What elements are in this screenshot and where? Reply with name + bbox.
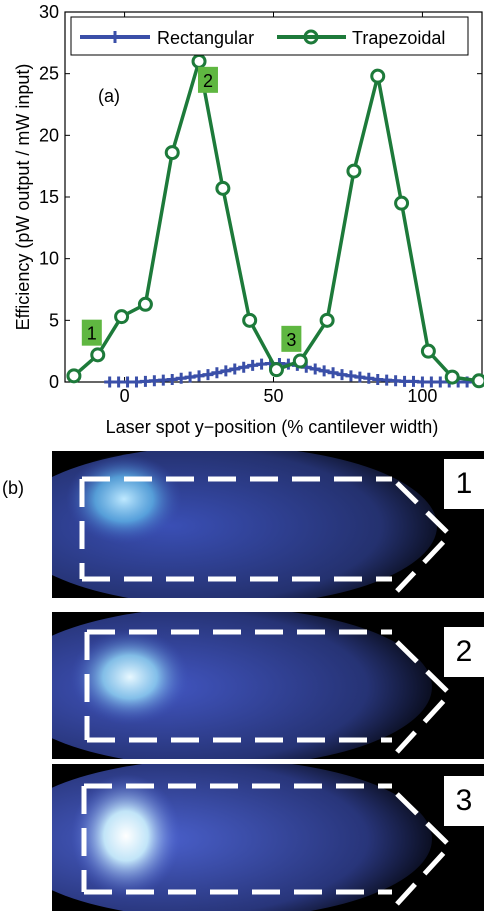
data-point-trapezoidal — [319, 312, 335, 328]
cantilever-outline — [84, 629, 454, 754]
data-point-rectangular — [202, 369, 214, 381]
legend-label-trapezoidal: Trapezoidal — [352, 28, 445, 48]
annotation-layer: 1 2 3 — [81, 66, 302, 352]
data-point-trapezoidal — [444, 369, 460, 385]
data-point-rectangular — [238, 361, 250, 373]
cantilever-image-1 — [52, 451, 454, 598]
legend: Rectangular Trapezoidal — [70, 16, 469, 56]
panel-number-2: 2 — [444, 627, 484, 677]
annotation-label-2: 2 — [203, 71, 213, 91]
cantilever-outline — [81, 783, 454, 906]
annotation-label-1: 1 — [87, 324, 97, 344]
data-point-trapezoidal — [137, 296, 153, 312]
x-axis-label: Laser spot y−position (% cantilever widt… — [106, 417, 439, 437]
data-point-rectangular — [229, 363, 241, 375]
data-point-trapezoidal — [242, 312, 258, 328]
laser-spot — [70, 629, 190, 725]
data-point-trapezoidal — [90, 347, 106, 363]
data-point-rectangular — [309, 363, 321, 375]
data-point-trapezoidal — [346, 163, 362, 179]
data-point-trapezoidal — [420, 343, 436, 359]
y-tick-label: 30 — [39, 2, 59, 22]
cantilever-image-2 — [52, 612, 454, 759]
data-point-trapezoidal — [268, 362, 284, 378]
data-point-rectangular — [327, 367, 339, 379]
y-tick-label: 15 — [39, 187, 59, 207]
y-axis-ticks: 0 5 10 15 20 25 30 — [39, 2, 482, 392]
data-point-trapezoidal — [164, 145, 180, 161]
data-point-trapezoidal — [471, 373, 484, 389]
y-tick-label: 5 — [49, 310, 59, 330]
legend-marker-trapezoidal — [303, 29, 319, 45]
x-axis-ticks: 0 50 100 — [120, 12, 437, 406]
annotation-box-2 — [197, 66, 218, 93]
data-point-rectangular — [220, 365, 232, 377]
series-line-trapezoidal — [72, 59, 480, 383]
y-tick-label: 20 — [39, 125, 59, 145]
data-point-trapezoidal — [394, 195, 410, 211]
image-panel-3: 3 — [52, 764, 484, 911]
data-point-trapezoidal — [66, 368, 82, 384]
legend-box — [70, 16, 469, 56]
y-tick-label: 25 — [39, 64, 59, 84]
data-point-rectangular — [318, 365, 330, 377]
image-panel-1: 1 — [52, 451, 484, 598]
image-panel-2: 2 — [52, 612, 484, 759]
x-tick-label: 100 — [407, 386, 437, 406]
data-point-trapezoidal — [191, 53, 207, 69]
cantilever-image-3 — [52, 764, 454, 911]
data-point-trapezoidal — [370, 68, 386, 84]
data-point-trapezoidal — [292, 353, 308, 369]
figure-b-label: (b) — [2, 478, 24, 498]
y-axis-label: Efficiency (pW output / mW input) — [13, 64, 33, 331]
annotation-box-1 — [81, 319, 102, 346]
data-point-rectangular — [211, 367, 223, 379]
data-point-trapezoidal — [215, 180, 231, 196]
annotation-box-3 — [281, 325, 302, 352]
efficiency-chart: 0 5 10 15 20 25 30 0 50 100 1 2 3 (a) Rectangular … — [13, 2, 484, 437]
legend-label-rectangular: Rectangular — [157, 28, 254, 48]
laser-spot — [71, 774, 181, 898]
panel-number-1: 1 — [444, 459, 484, 509]
plot-frame — [64, 11, 483, 383]
y-tick-label: 10 — [39, 249, 59, 269]
panel-label-a: (a) — [98, 86, 120, 106]
legend-marker-rectangular — [109, 31, 121, 43]
panel-number-3: 3 — [444, 776, 484, 826]
y-tick-label: 0 — [49, 372, 59, 392]
annotation-label-3: 3 — [286, 330, 296, 350]
series-layer — [66, 53, 484, 389]
data-point-trapezoidal — [114, 309, 130, 325]
x-tick-label: 0 — [120, 386, 130, 406]
x-tick-label: 50 — [263, 386, 283, 406]
